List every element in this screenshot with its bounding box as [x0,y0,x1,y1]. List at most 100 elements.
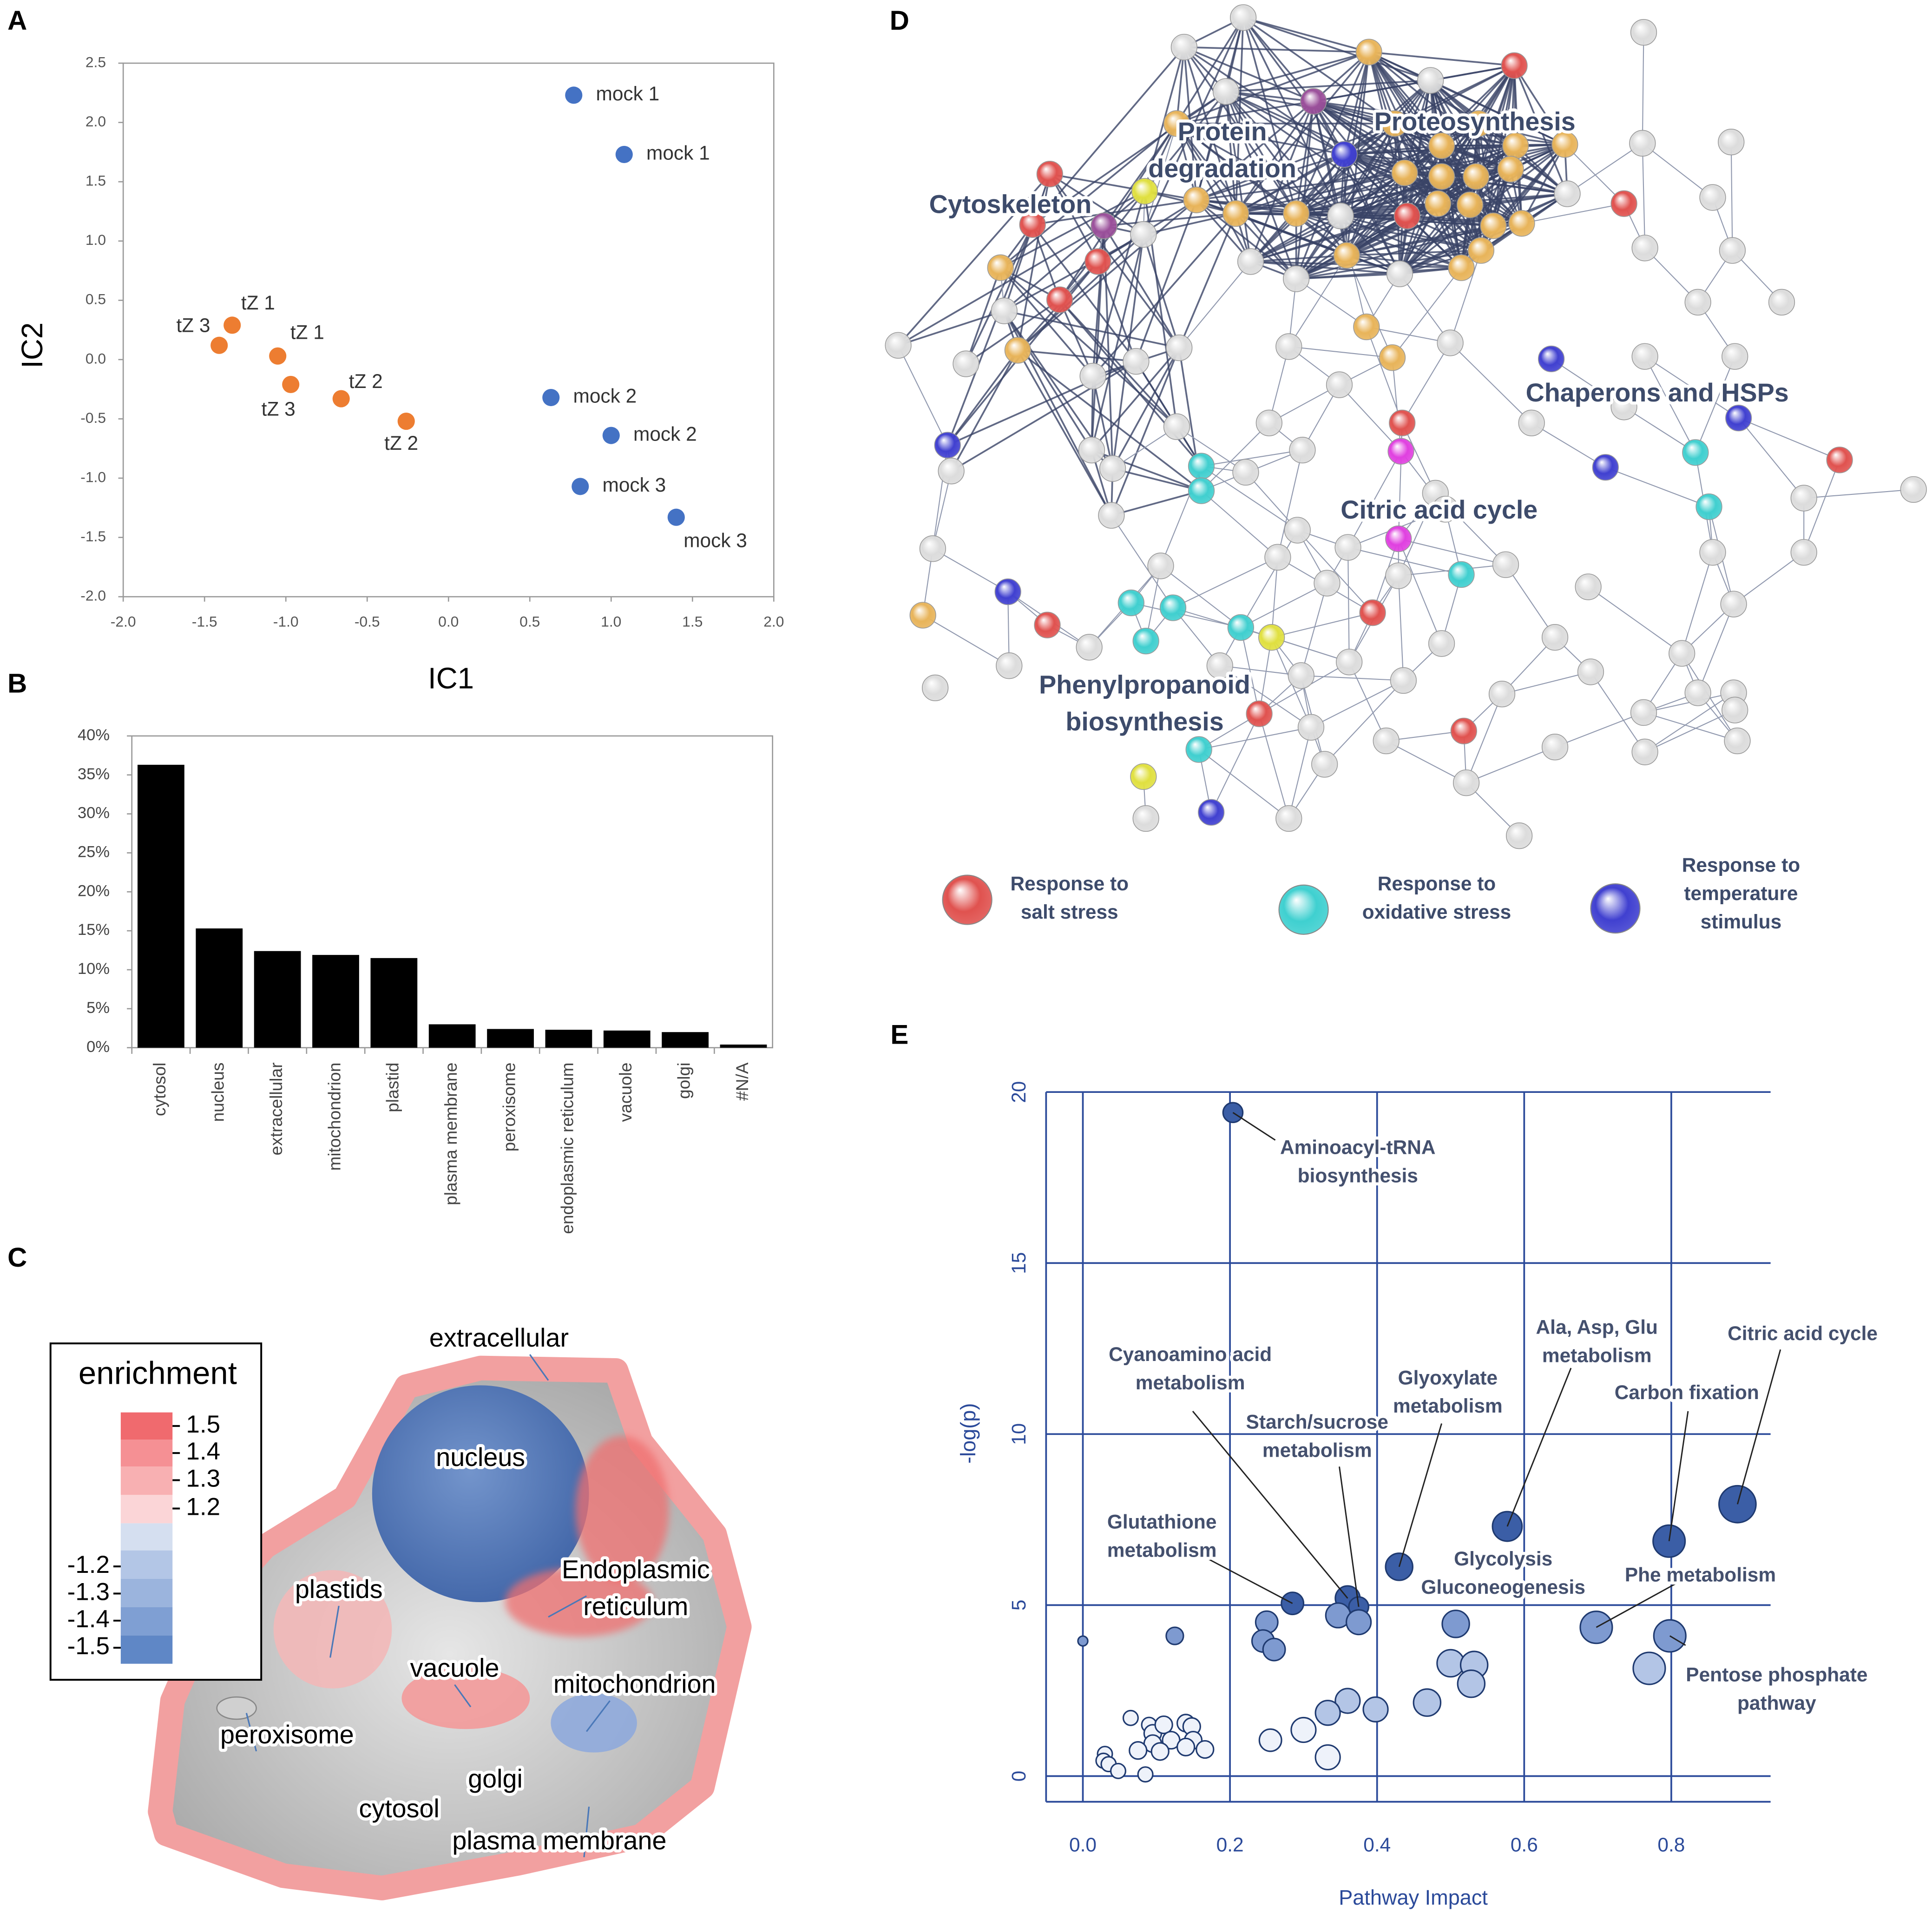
leader-line [1669,1635,1686,1646]
cell-label: nucleus [436,1443,525,1472]
network-node [938,458,965,485]
annotation: biosynthesis [1298,1164,1418,1186]
bubble [1457,1669,1486,1698]
network-edge [1803,460,1840,553]
leader-line [548,1595,587,1618]
annotation: metabolism [1542,1345,1652,1367]
legend-label: salt stress [1021,901,1118,923]
network-node [1610,190,1637,217]
network-edge [1642,143,1646,248]
y-tick-label: 25% [78,843,110,861]
network-nodes [885,4,1927,849]
network-edge [922,615,1010,666]
network-edge [1366,326,1451,343]
annotations: Aminoacyl-tRNA biosynthesis Citric acid cy… [1104,1112,1881,1717]
network-node [1724,727,1751,755]
y-axis-title: IC2 [16,322,49,368]
network-node [1699,184,1726,211]
network-edge [965,224,1033,364]
network-edge [1271,637,1350,663]
x-axis-title: Pathway Impact [1339,1886,1488,1909]
bubble [1110,1762,1127,1779]
bubble [1362,1696,1389,1722]
network-edge [1295,79,1432,214]
network-edge [1235,145,1442,215]
point-label: tZ 2 [349,370,383,392]
network-edge [1210,713,1260,813]
network-edge [1240,583,1327,628]
legend-ball [942,874,992,925]
legend-swatch [120,1635,173,1664]
panel-letter: C [7,1242,27,1273]
network-node [1046,286,1073,313]
network-node [1506,822,1533,849]
legend-tick-label: 1.2 [186,1493,220,1521]
network-node [1629,130,1656,157]
bubble [1632,1651,1666,1685]
bubble [1290,1716,1317,1743]
network-edge [1259,713,1289,819]
network-node [1508,210,1535,237]
network-edge [1392,357,1402,452]
cluster-label: Protein [1178,117,1267,146]
network-edge [897,173,1051,346]
network-edge [1296,267,1462,280]
legend-swatch [120,1466,173,1495]
bubble [1129,1741,1148,1760]
network-edge [1346,255,1393,358]
network-node [1132,805,1159,832]
network-node [1452,769,1480,796]
network-edge [1092,376,1114,469]
annotation: Starch/sucrose [1246,1411,1388,1433]
bubble [1492,1511,1523,1542]
network-node [1130,763,1157,790]
leader-line [583,1807,590,1858]
network-edge [1058,299,1094,377]
network-edge [1032,46,1185,225]
network-edge [1226,79,1431,92]
point [269,347,287,365]
bubble [1137,1766,1154,1783]
network-edge [1004,225,1105,312]
network-edge [1430,65,1515,81]
network-node [1185,736,1212,763]
x-tick-label: mitochondrion [324,1063,344,1171]
legend-swatch [120,1440,173,1467]
bubble [1413,1688,1442,1717]
network-edge [1196,199,1251,263]
cell-label: vacuole [410,1654,499,1683]
network-edge [1196,153,1345,201]
y-tick-label: 1.5 [85,172,106,189]
network-edge [1111,347,1180,469]
network-node [1166,334,1193,362]
network-node [922,674,949,702]
network-node [1492,551,1519,578]
network-edge [1225,91,1252,262]
network-node [1390,667,1417,694]
network-edge [1551,358,1624,408]
network-node [1117,589,1144,617]
network-edge [1502,671,1591,695]
network-edge [965,299,1060,365]
network-edge [1347,451,1402,548]
y-tick-label: 5% [86,999,110,1017]
bubble [1314,1700,1341,1726]
network-edge [898,225,1104,346]
network-edge [1643,712,1738,742]
network-edge [1240,530,1298,628]
legend-label: Response to [1011,873,1129,894]
network-edge [1017,349,1112,516]
network-node [919,535,946,562]
network-edge [1398,539,1442,644]
network-node [1488,681,1516,708]
leader-line [1192,1411,1348,1599]
network-node [1610,394,1637,421]
network-edge [1017,199,1197,351]
leader-line [329,1605,340,1658]
network-edge [1173,557,1278,609]
network-node [1300,88,1327,115]
panel-letter: A [7,6,27,36]
network-edge [1347,547,1350,662]
vacuole-shape [401,1667,530,1729]
network-edge [1032,199,1197,226]
